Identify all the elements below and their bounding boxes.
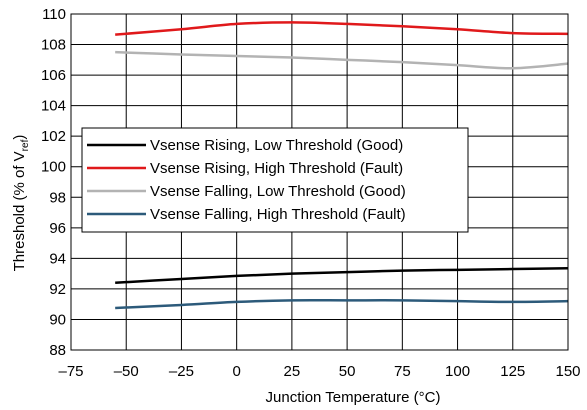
legend: Vsense Rising, Low Threshold (Good) Vsens…	[81, 127, 469, 233]
legend-label: Vsense Rising, High Threshold (Fault)	[150, 160, 403, 177]
y-tick-label: 110	[42, 6, 66, 23]
y-axis-label-close: )	[11, 135, 28, 140]
y-tick-label: 102	[41, 128, 66, 145]
y-tick-label: 100	[41, 159, 66, 176]
series-line-4	[115, 299, 569, 310]
x-tick-label: –75	[58, 363, 83, 380]
y-tick-label: 106	[41, 67, 66, 84]
legend-label: Vsense Falling, Low Threshold (Good)	[150, 183, 406, 200]
y-tick-label: 94	[49, 250, 66, 267]
y-axis-label-main: Threshold (% of V	[11, 151, 28, 271]
legend-box	[81, 127, 469, 233]
y-tick-label: 88	[49, 342, 66, 359]
legend-label: Vsense Rising, Low Threshold (Good)	[150, 137, 403, 154]
y-axis-label-subscript: ref	[20, 139, 31, 151]
x-tick-label: 25	[284, 363, 301, 380]
x-tick-label: 100	[445, 363, 470, 380]
legend-label: Vsense Falling, High Threshold (Fault)	[150, 206, 406, 223]
x-tick-label: 50	[339, 363, 356, 380]
x-tick-label: 150	[555, 363, 580, 380]
series-line-2	[115, 21, 569, 36]
x-tick-label: 125	[500, 363, 525, 380]
x-tick-label: –25	[169, 363, 194, 380]
x-tick-label: 75	[394, 363, 411, 380]
x-tick-labels: –75 –50 –25 0 25 50 75 100 125 150	[58, 363, 580, 380]
y-axis-label: Threshold (% of Vref)	[11, 135, 31, 272]
x-axis-label: Junction Temperature (°C)	[266, 389, 441, 406]
x-tick-label: 0	[232, 363, 240, 380]
y-tick-label: 98	[49, 189, 66, 206]
y-tick-label: 92	[49, 281, 66, 298]
y-tick-label: 108	[41, 37, 66, 54]
plot-frame	[70, 13, 569, 351]
series-line-3	[115, 50, 569, 70]
y-tick-label: 96	[49, 220, 66, 237]
series-lines	[115, 21, 569, 310]
series-line-1	[115, 267, 569, 285]
y-tick-labels: 88 90 92 94 96 98 100 102 104 106 108 110	[41, 6, 66, 359]
x-tick-label: –50	[114, 363, 139, 380]
y-tick-label: 104	[41, 98, 66, 115]
y-tick-label: 90	[49, 311, 66, 328]
